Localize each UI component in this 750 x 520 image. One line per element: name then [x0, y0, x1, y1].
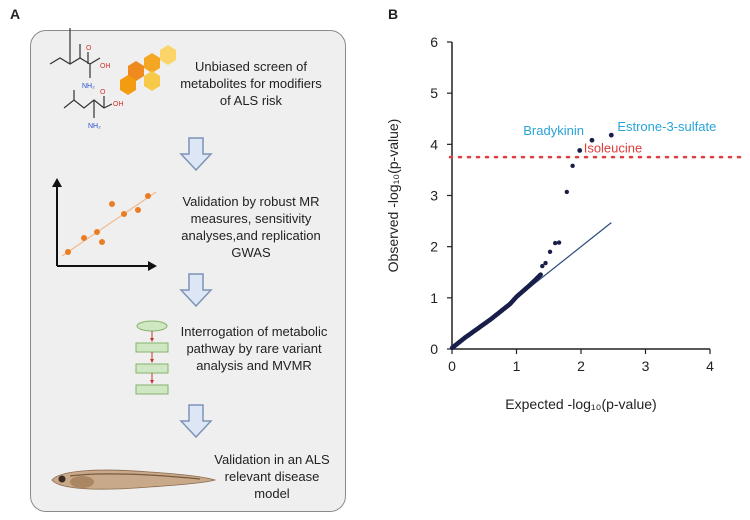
y-tick-label: 0 — [430, 341, 438, 357]
y-axis-label: Observed -log₁₀(p-value) — [385, 119, 401, 273]
qq-point — [565, 190, 569, 194]
qq-point-label: Isoleucine — [584, 140, 643, 155]
y-tick-label: 1 — [430, 290, 438, 306]
x-tick-label: 0 — [448, 358, 456, 374]
qq-point — [557, 240, 561, 244]
x-tick-label: 4 — [706, 358, 714, 374]
qq-point — [543, 261, 547, 265]
qq-point — [540, 264, 544, 268]
qq-point — [553, 241, 557, 245]
y-tick-label: 6 — [430, 34, 438, 50]
qq-axes — [452, 42, 710, 349]
y-tick-label: 5 — [430, 85, 438, 101]
x-axis-label: Expected -log₁₀(p-value) — [505, 396, 656, 412]
y-tick-label: 4 — [430, 136, 438, 152]
x-tick-label: 1 — [513, 358, 521, 374]
qq-point — [570, 164, 574, 168]
y-tick-label: 3 — [430, 188, 438, 204]
y-tick-label: 2 — [430, 239, 438, 255]
qq-labeled-point — [609, 133, 614, 138]
qq-point-label: Estrone-3-sulfate — [617, 119, 716, 134]
qq-ticks: 0 1 2 3 4 0 1 2 3 4 5 6 — [430, 34, 714, 374]
x-tick-label: 2 — [577, 358, 585, 374]
qq-point — [548, 250, 552, 254]
qq-point-label: Bradykinin — [523, 123, 584, 138]
qq-labeled-point — [577, 148, 582, 153]
qq-plot: 0 1 2 3 4 0 1 2 3 4 5 6 Estrone-3-sulfate Bradykinin… — [0, 0, 750, 520]
x-tick-label: 3 — [642, 358, 650, 374]
qq-point — [539, 272, 543, 276]
